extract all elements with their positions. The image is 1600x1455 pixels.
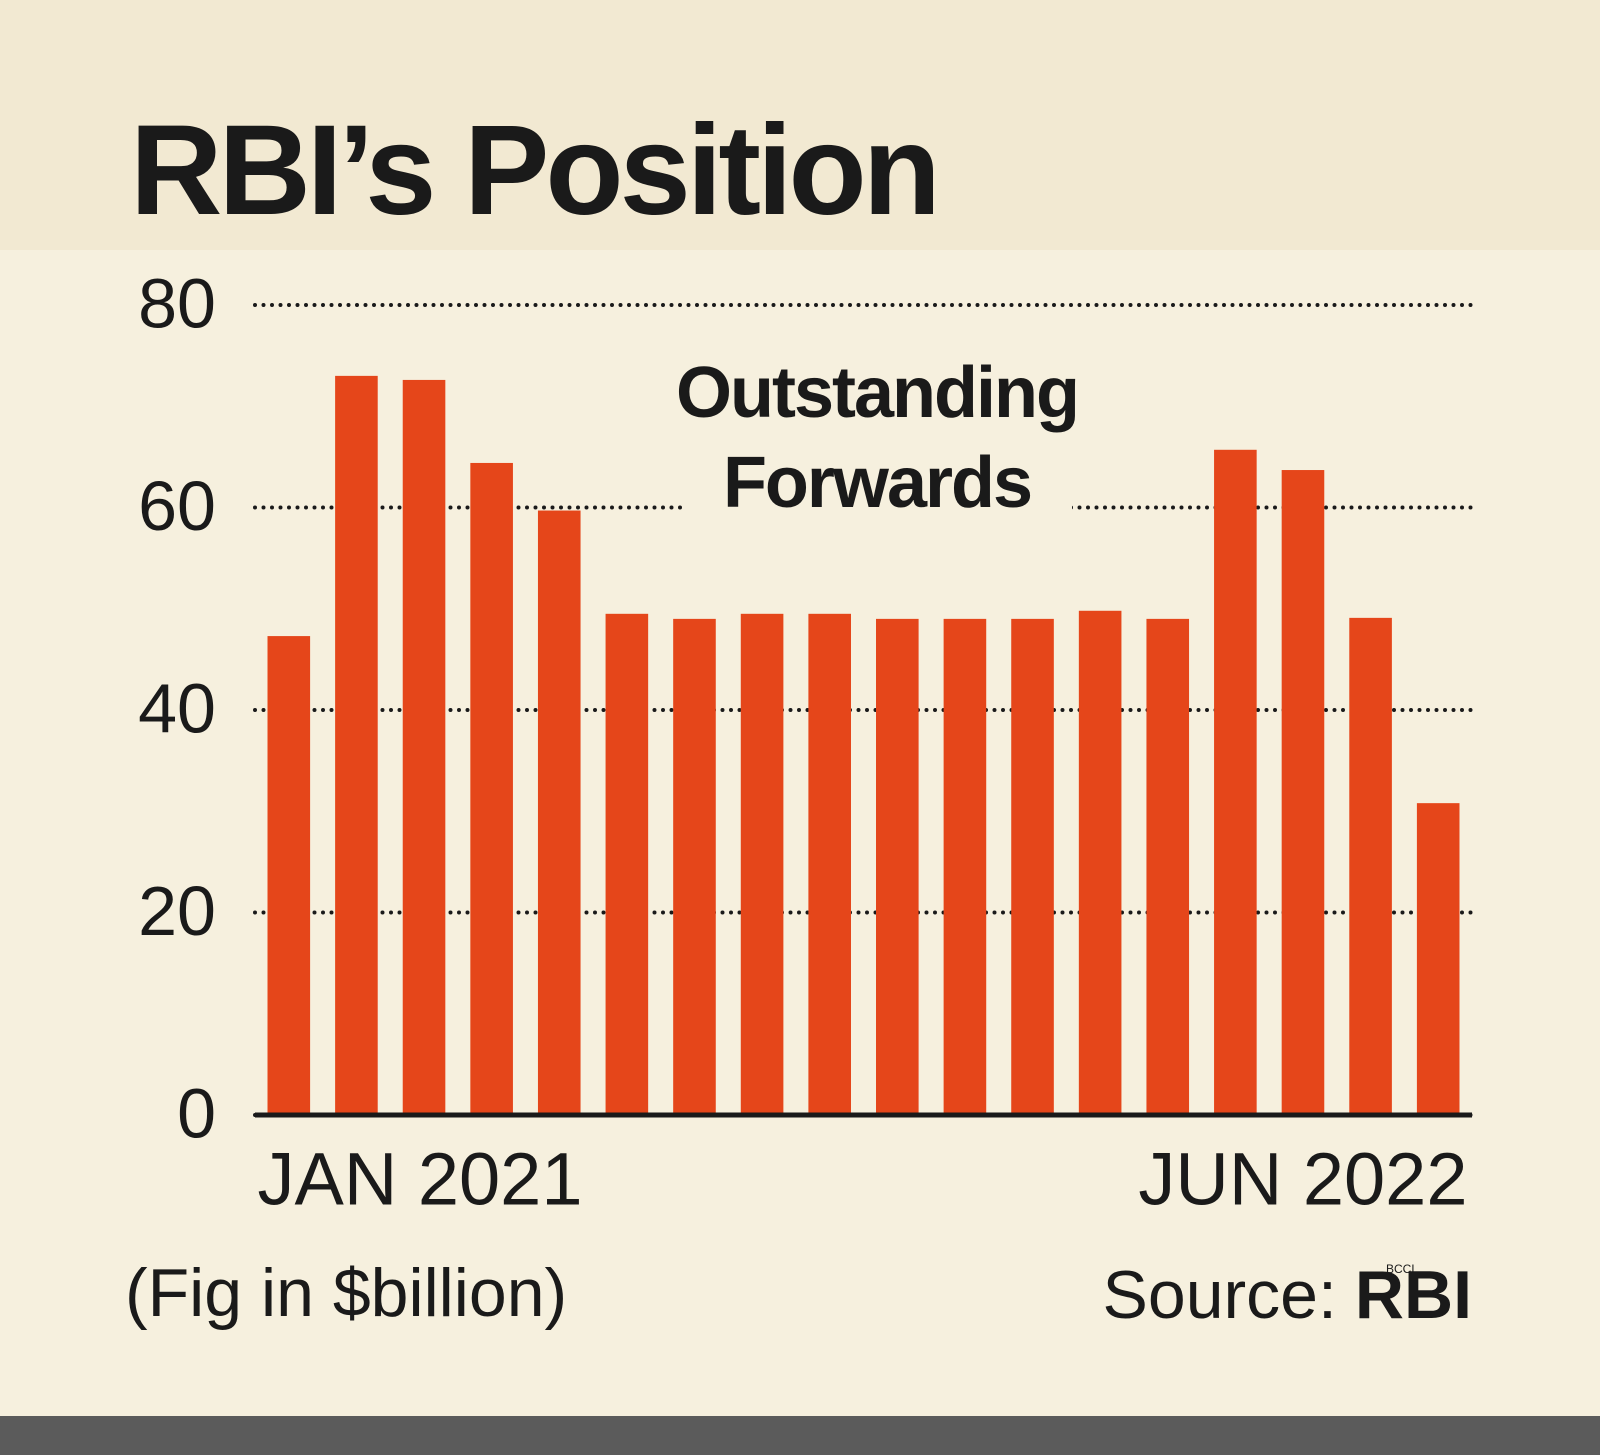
bar — [876, 618, 919, 1115]
source: Source: RBI — [1103, 1257, 1472, 1333]
bar — [808, 613, 851, 1115]
bar — [1281, 470, 1325, 1116]
bar — [740, 613, 784, 1115]
x-tick-label: JUN 2022 — [1138, 1138, 1467, 1221]
x-tick-label: JAN 2021 — [258, 1138, 583, 1221]
bar — [605, 613, 649, 1115]
bar — [1214, 449, 1257, 1116]
source-label: Source: — [1103, 1257, 1337, 1333]
y-tick-label: 60 — [138, 467, 216, 545]
bar — [470, 462, 513, 1115]
y-tick-label: 20 — [138, 872, 216, 950]
bar — [537, 510, 581, 1116]
bottom-bar — [0, 1416, 1600, 1455]
bar — [1078, 610, 1122, 1115]
y-tick-label: 40 — [138, 669, 216, 747]
bar — [267, 636, 311, 1115]
bar — [335, 375, 378, 1115]
bar — [1011, 618, 1054, 1115]
annotation-background — [682, 455, 1072, 565]
bar — [1416, 803, 1460, 1115]
bar — [1146, 618, 1190, 1115]
bar — [402, 379, 446, 1115]
bar — [673, 618, 716, 1115]
y-tick-label: 80 — [138, 264, 216, 342]
annotation: Forwards — [723, 443, 1031, 523]
chart-title: RBI’s Position — [130, 99, 937, 242]
bar — [1349, 617, 1392, 1115]
plot-area: 0 20 40 60 80 Outstanding Forwards JAN 2021 JUN … — [138, 264, 1474, 1221]
watermark: BCCL — [1386, 1262, 1418, 1276]
texture-band — [0, 0, 1600, 250]
bar — [943, 618, 987, 1115]
footnote: (Fig in $billion) — [125, 1255, 567, 1331]
y-tick-label: 0 — [177, 1074, 216, 1152]
annotation: Outstanding — [676, 353, 1078, 433]
source-name: RBI — [1355, 1257, 1472, 1333]
